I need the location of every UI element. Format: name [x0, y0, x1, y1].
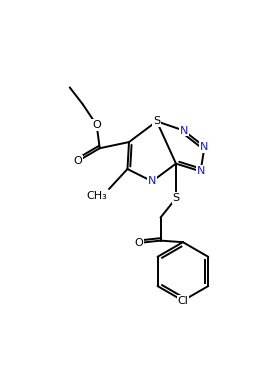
- Text: N: N: [196, 166, 205, 176]
- Text: CH₃: CH₃: [87, 192, 108, 201]
- Text: N: N: [200, 142, 209, 152]
- Text: N: N: [180, 125, 188, 135]
- Text: N: N: [148, 176, 156, 186]
- Text: O: O: [73, 156, 82, 166]
- Text: S: S: [153, 116, 160, 126]
- Text: O: O: [92, 120, 101, 130]
- Text: O: O: [135, 238, 143, 248]
- Text: S: S: [172, 193, 180, 203]
- Text: Cl: Cl: [177, 296, 188, 306]
